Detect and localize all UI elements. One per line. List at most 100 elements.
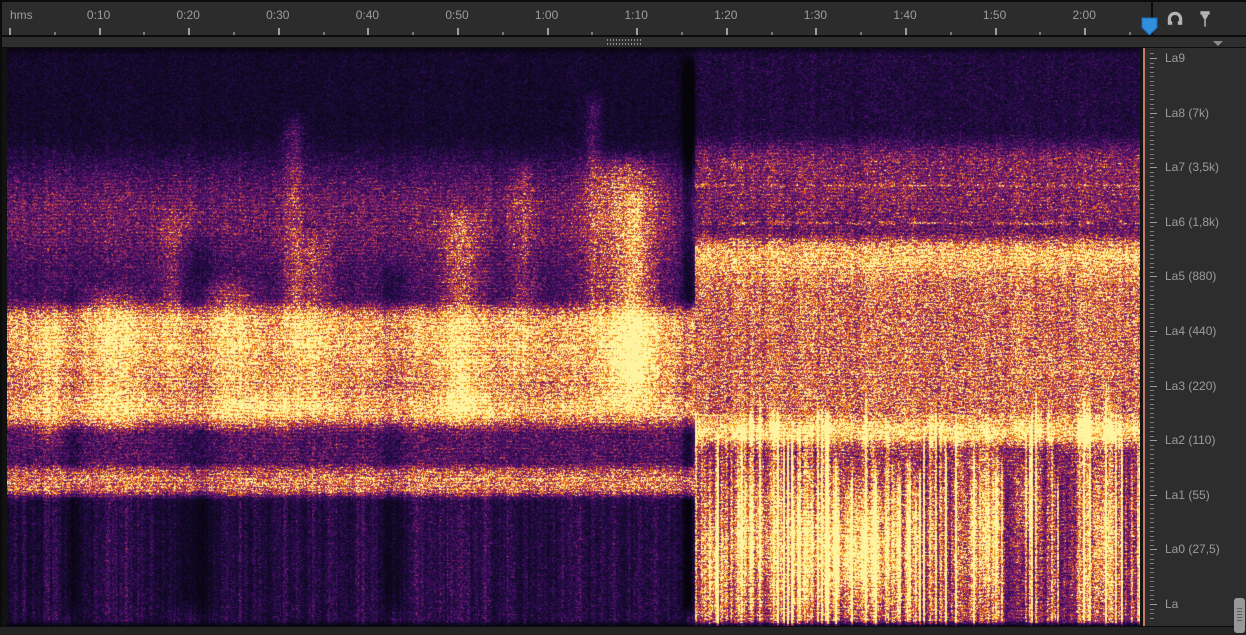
- frequency-tick: [1150, 408, 1154, 410]
- frequency-tick: [1150, 171, 1154, 173]
- frequency-tick: [1150, 349, 1154, 351]
- frequency-tick: [1150, 94, 1154, 96]
- frequency-tick: [1150, 130, 1154, 132]
- frequency-tick: [1150, 390, 1154, 392]
- frequency-tick: [1150, 590, 1154, 592]
- frequency-tick: [1150, 76, 1154, 78]
- time-tick: [412, 32, 415, 36]
- time-tick: [98, 28, 101, 36]
- frequency-tick: [1150, 199, 1154, 201]
- frequency-tick: [1150, 67, 1154, 69]
- frequency-tick: [1150, 221, 1157, 223]
- time-label: 0:40: [355, 8, 380, 22]
- frequency-tick: [1150, 385, 1157, 387]
- frequency-tick: [1150, 303, 1154, 305]
- vertical-scrollbar-thumb[interactable]: [1234, 598, 1245, 633]
- frequency-tick: [1150, 53, 1154, 55]
- frequency-tick: [1150, 444, 1154, 446]
- frequency-tick: [1150, 449, 1154, 451]
- time-tick: [277, 28, 280, 36]
- frequency-tick: [1150, 558, 1154, 560]
- frequency-tick: [1150, 217, 1154, 219]
- time-label: 1:40: [893, 8, 917, 22]
- frequency-tick: [1150, 80, 1154, 82]
- frequency-tick: [1150, 467, 1154, 469]
- frequency-tick: [1150, 58, 1157, 59]
- frequency-tick: [1150, 280, 1154, 282]
- frequency-tick: [1150, 149, 1154, 150]
- snap-magnet-icon[interactable]: [1164, 8, 1186, 30]
- frequency-tick: [1150, 340, 1154, 342]
- time-tick: [636, 28, 639, 36]
- frequency-tick: [1150, 139, 1154, 141]
- navigator-bar[interactable]: [0, 35, 1246, 48]
- frequency-tick: [1150, 581, 1154, 583]
- frequency-tick: [1150, 108, 1154, 110]
- frequency-tick: [1150, 85, 1154, 87]
- frequency-tick: [1150, 472, 1154, 474]
- time-tick: [994, 28, 997, 36]
- time-label: 1:30: [803, 8, 828, 22]
- frequency-tick: [1150, 62, 1154, 64]
- frequency-tick: [1150, 344, 1154, 346]
- frequency-tick: [1150, 481, 1154, 483]
- time-tick: [681, 32, 683, 36]
- frequency-tick: [1150, 458, 1154, 460]
- frequency-tick: [1150, 331, 1157, 332]
- frequency-tick: [1150, 367, 1154, 369]
- frequency-tick: [1150, 362, 1154, 364]
- frequency-tick: [1150, 112, 1157, 114]
- frequency-tick: [1150, 244, 1154, 246]
- frequency-tick: [1150, 276, 1157, 278]
- frequency-label: La2 (110): [1165, 433, 1216, 448]
- time-tick: [233, 32, 235, 36]
- time-tick: [501, 32, 504, 36]
- frequency-tick: [1150, 230, 1154, 232]
- time-tick: [53, 32, 56, 36]
- frequency-tick: [1150, 553, 1154, 555]
- frequency-tick: [1150, 135, 1154, 137]
- frequency-tick: [1150, 285, 1154, 287]
- frequency-tick: [1150, 513, 1154, 514]
- frequency-tick: [1150, 572, 1154, 574]
- frequency-tick: [1150, 476, 1154, 478]
- navigator-grip-handle[interactable]: [607, 39, 641, 46]
- time-ruler[interactable]: hms 0:10 0:20 0:30 0:40 0:50 1:00 1:10 1:20 1:30…: [0, 0, 1246, 37]
- frequency-label: La6 (1,8k): [1165, 214, 1220, 229]
- frequency-tick: [1150, 294, 1154, 296]
- left-gutter: [0, 48, 7, 626]
- frequency-ruler-menu-arrow[interactable]: [1213, 41, 1223, 46]
- frequency-tick: [1150, 422, 1154, 423]
- time-label: 0:20: [176, 8, 200, 22]
- frequency-tick: [1150, 494, 1157, 496]
- frequency-tick: [1150, 121, 1154, 123]
- frequency-tick: [1150, 431, 1154, 433]
- frequency-ruler[interactable]: La9 La8 (7k) La7 (3,5k) La6 (1,8k) La5 (880)…: [1140, 48, 1246, 626]
- frequency-label: La5 (880): [1165, 269, 1217, 284]
- time-label: 0:30: [266, 8, 290, 22]
- frequency-tick: [1150, 435, 1154, 437]
- frequency-tick: [1150, 176, 1154, 178]
- time-unit-label: hms: [10, 8, 33, 22]
- frequency-tick: [1150, 98, 1154, 100]
- frequency-tick: [1150, 89, 1154, 91]
- frequency-tick: [1150, 290, 1154, 292]
- frequency-tick: [1150, 549, 1157, 551]
- frequency-tick: [1150, 453, 1154, 455]
- frequency-tick: [1150, 162, 1154, 164]
- frequency-tick: [1150, 522, 1154, 524]
- frequency-tick: [1150, 185, 1154, 187]
- frequency-tick: [1150, 440, 1157, 442]
- spectrogram-canvas[interactable]: [7, 48, 1140, 626]
- playhead-marker[interactable]: [1141, 17, 1158, 36]
- pin-marker-icon[interactable]: [1194, 8, 1216, 30]
- time-tick: [949, 32, 952, 36]
- frequency-label: La3 (220): [1165, 378, 1217, 393]
- frequency-tick: [1150, 253, 1154, 255]
- frequency-tick: [1150, 376, 1154, 378]
- frequency-tick: [1150, 490, 1154, 492]
- frequency-tick: [1150, 271, 1154, 273]
- frequency-tick: [1150, 585, 1154, 587]
- time-tick: [815, 28, 818, 36]
- frequency-label: La9: [1165, 51, 1186, 65]
